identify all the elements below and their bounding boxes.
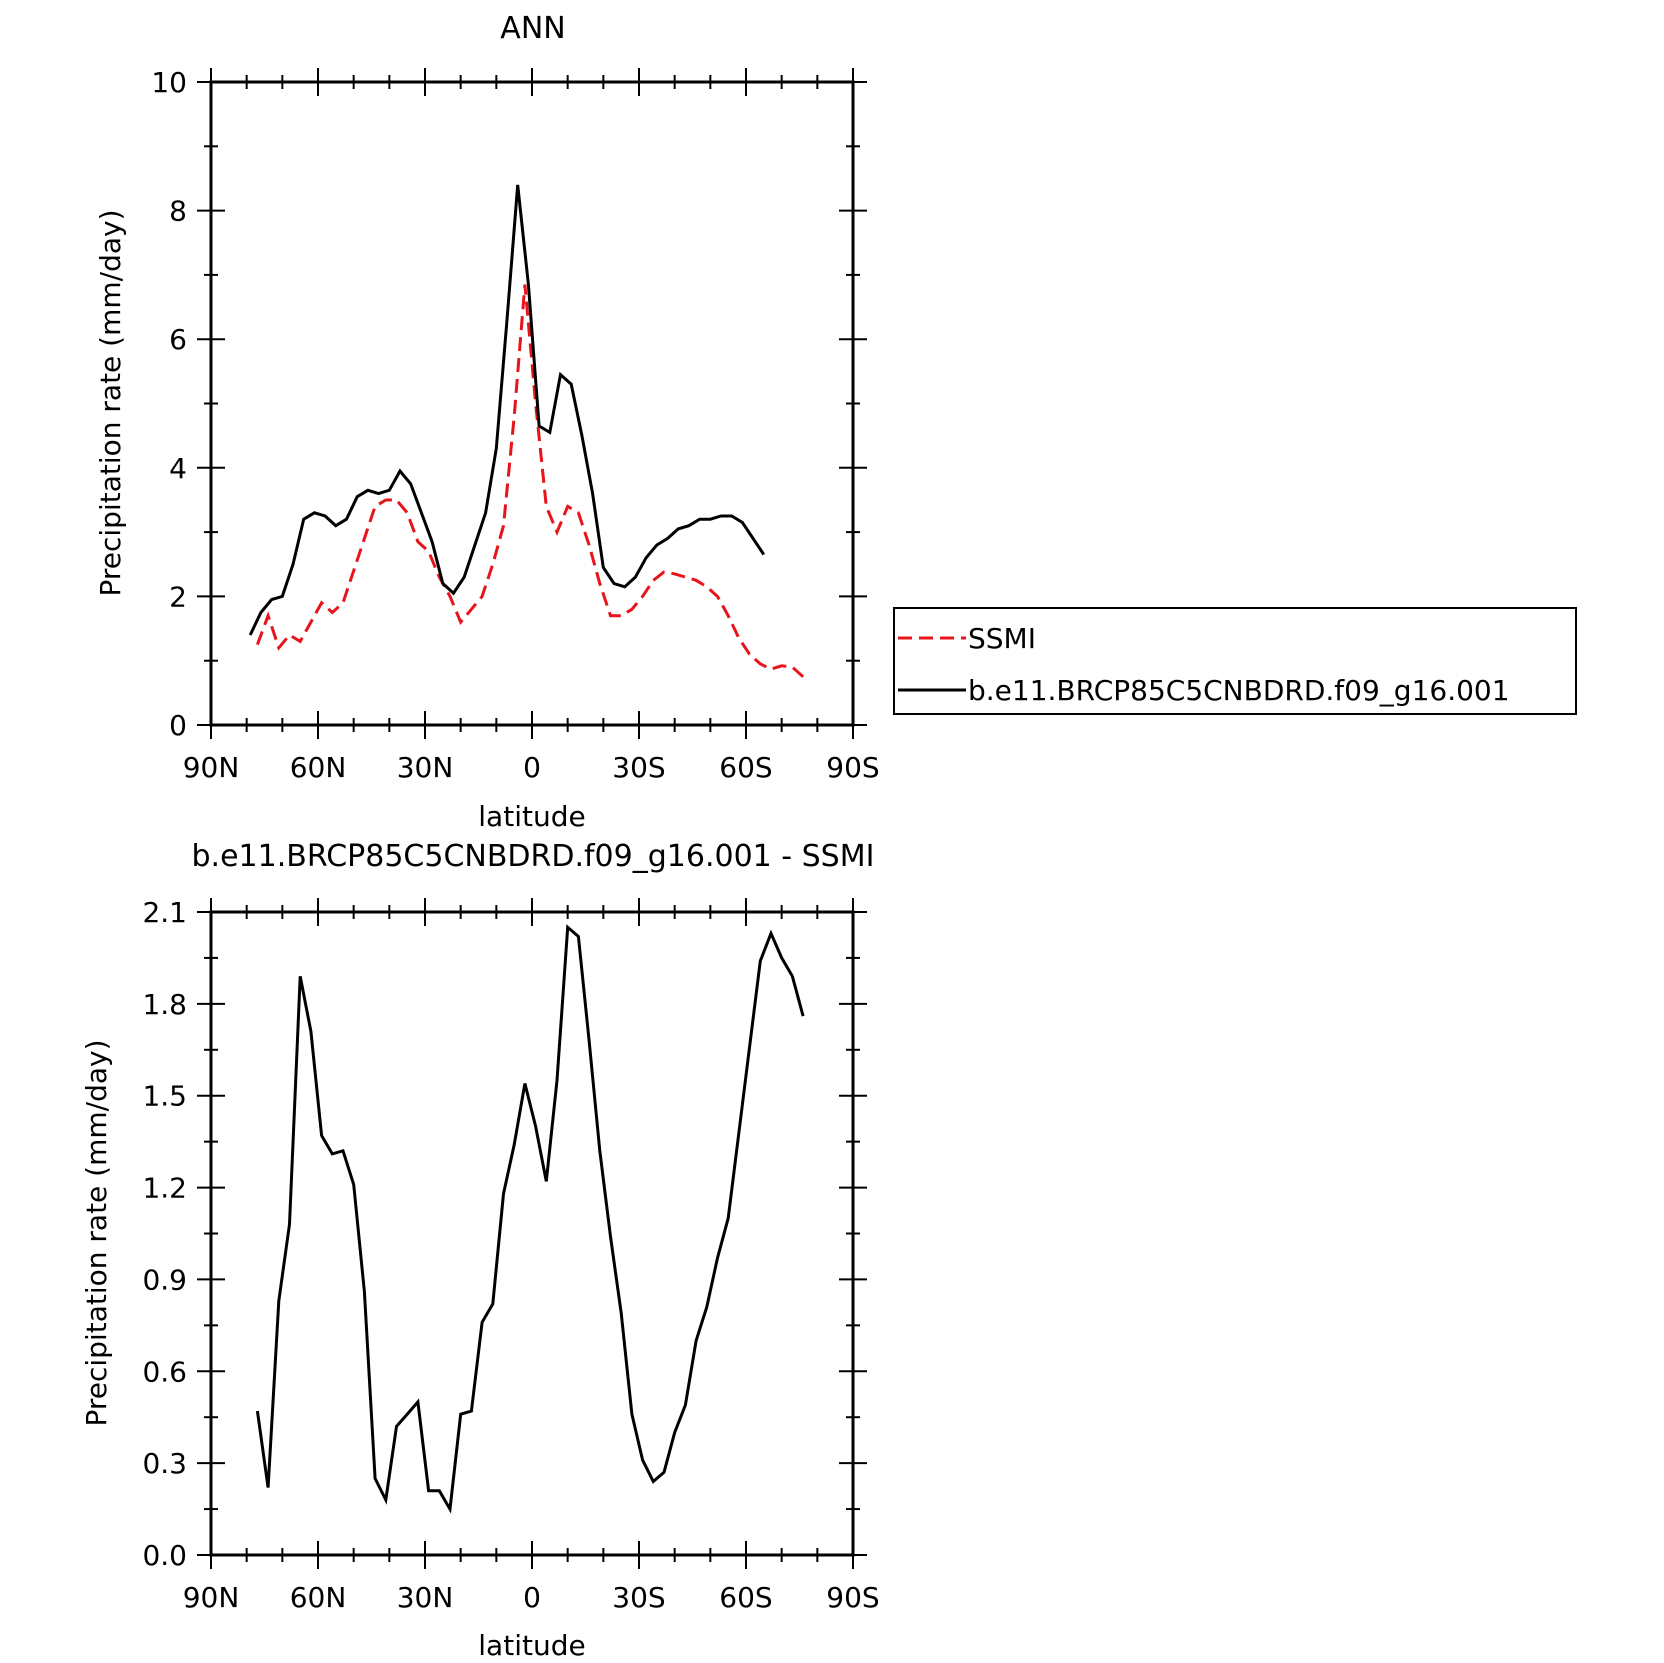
- bottom-x-tick-labels: 90N 60N 30N 0 30S 60S 90S: [183, 1581, 880, 1614]
- bottom-panel: b.e11.BRCP85C5CNBDRD.f09_g16.001 - SSMI …: [80, 839, 880, 1662]
- top-x-tick-label-1: 60N: [290, 751, 347, 784]
- bottom-y-tick-label-5: 1.5: [142, 1080, 187, 1113]
- top-y-tick-label-5: 10: [151, 66, 187, 99]
- bottom-x-tick-label-4: 30S: [612, 1581, 665, 1614]
- top-series-model-line: [248, 184, 766, 636]
- bottom-y-tick-label-7: 2.1: [142, 896, 187, 929]
- legend: SSMI b.e11.BRCP85C5CNBDRD.f09_g16.001: [893, 607, 1577, 715]
- bottom-y-tick-label-1: 0.3: [142, 1447, 187, 1480]
- top-x-tick-label-5: 60S: [719, 751, 772, 784]
- bottom-x-tick-label-1: 60N: [290, 1581, 347, 1614]
- bottom-y-axis-label: Precipitation rate (mm/day): [80, 1039, 113, 1426]
- top-minor-ticks: [204, 75, 860, 732]
- top-y-tick-label-2: 4: [169, 452, 187, 485]
- top-y-tick-label-0: 0: [169, 709, 187, 742]
- legend-ssmi-label: SSMI: [968, 622, 1036, 655]
- top-x-tick-label-2: 30N: [397, 751, 454, 784]
- top-x-axis-label: latitude: [478, 800, 585, 833]
- bottom-y-tick-labels: 0.0 0.3 0.6 0.9 1.2 1.5 1.8 2.1: [142, 896, 187, 1572]
- top-x-tick-label-3: 0: [523, 751, 541, 784]
- bottom-y-tick-label-4: 1.2: [142, 1172, 187, 1205]
- top-y-tick-label-3: 6: [169, 323, 187, 356]
- top-y-tick-labels: 0 2 4 6 8 10: [151, 66, 187, 742]
- top-chart-title: ANN: [500, 11, 565, 46]
- bottom-x-tick-label-0: 90N: [183, 1581, 240, 1614]
- top-y-tick-label-4: 8: [169, 195, 187, 228]
- top-series-ssmi-line: [255, 284, 805, 678]
- bottom-x-tick-label-2: 30N: [397, 1581, 454, 1614]
- bottom-chart-title: b.e11.BRCP85C5CNBDRD.f09_g16.001 - SSMI: [192, 839, 875, 874]
- top-y-ticks: [197, 81, 867, 726]
- legend-model-label: b.e11.BRCP85C5CNBDRD.f09_g16.001: [968, 674, 1510, 707]
- top-x-ticks: [210, 68, 854, 739]
- bottom-minor-ticks: [204, 905, 860, 1562]
- top-x-tick-label-0: 90N: [183, 751, 240, 784]
- bottom-difference-line: [255, 924, 805, 1514]
- bottom-y-tick-label-2: 0.6: [142, 1355, 187, 1388]
- top-x-tick-label-4: 30S: [612, 751, 665, 784]
- bottom-x-tick-label-6: 90S: [826, 1581, 879, 1614]
- bottom-x-tick-label-5: 60S: [719, 1581, 772, 1614]
- bottom-x-ticks: [210, 898, 854, 1569]
- bottom-y-tick-label-6: 1.8: [142, 988, 187, 1021]
- top-y-axis-label: Precipitation rate (mm/day): [94, 209, 127, 596]
- bottom-x-axis-label: latitude: [478, 1629, 585, 1662]
- top-y-tick-label-1: 2: [169, 580, 187, 613]
- legend-box: [893, 607, 1577, 715]
- top-x-tick-labels: 90N 60N 30N 0 30S 60S 90S: [183, 751, 880, 784]
- top-x-tick-label-6: 90S: [826, 751, 879, 784]
- bottom-x-tick-label-3: 0: [523, 1581, 541, 1614]
- bottom-y-tick-label-3: 0.9: [142, 1263, 187, 1296]
- bottom-y-tick-label-0: 0.0: [142, 1539, 187, 1572]
- top-panel: ANN 0 2 4 6 8 10 90N 60N 30N 0 30S 60S 9…: [94, 11, 1577, 833]
